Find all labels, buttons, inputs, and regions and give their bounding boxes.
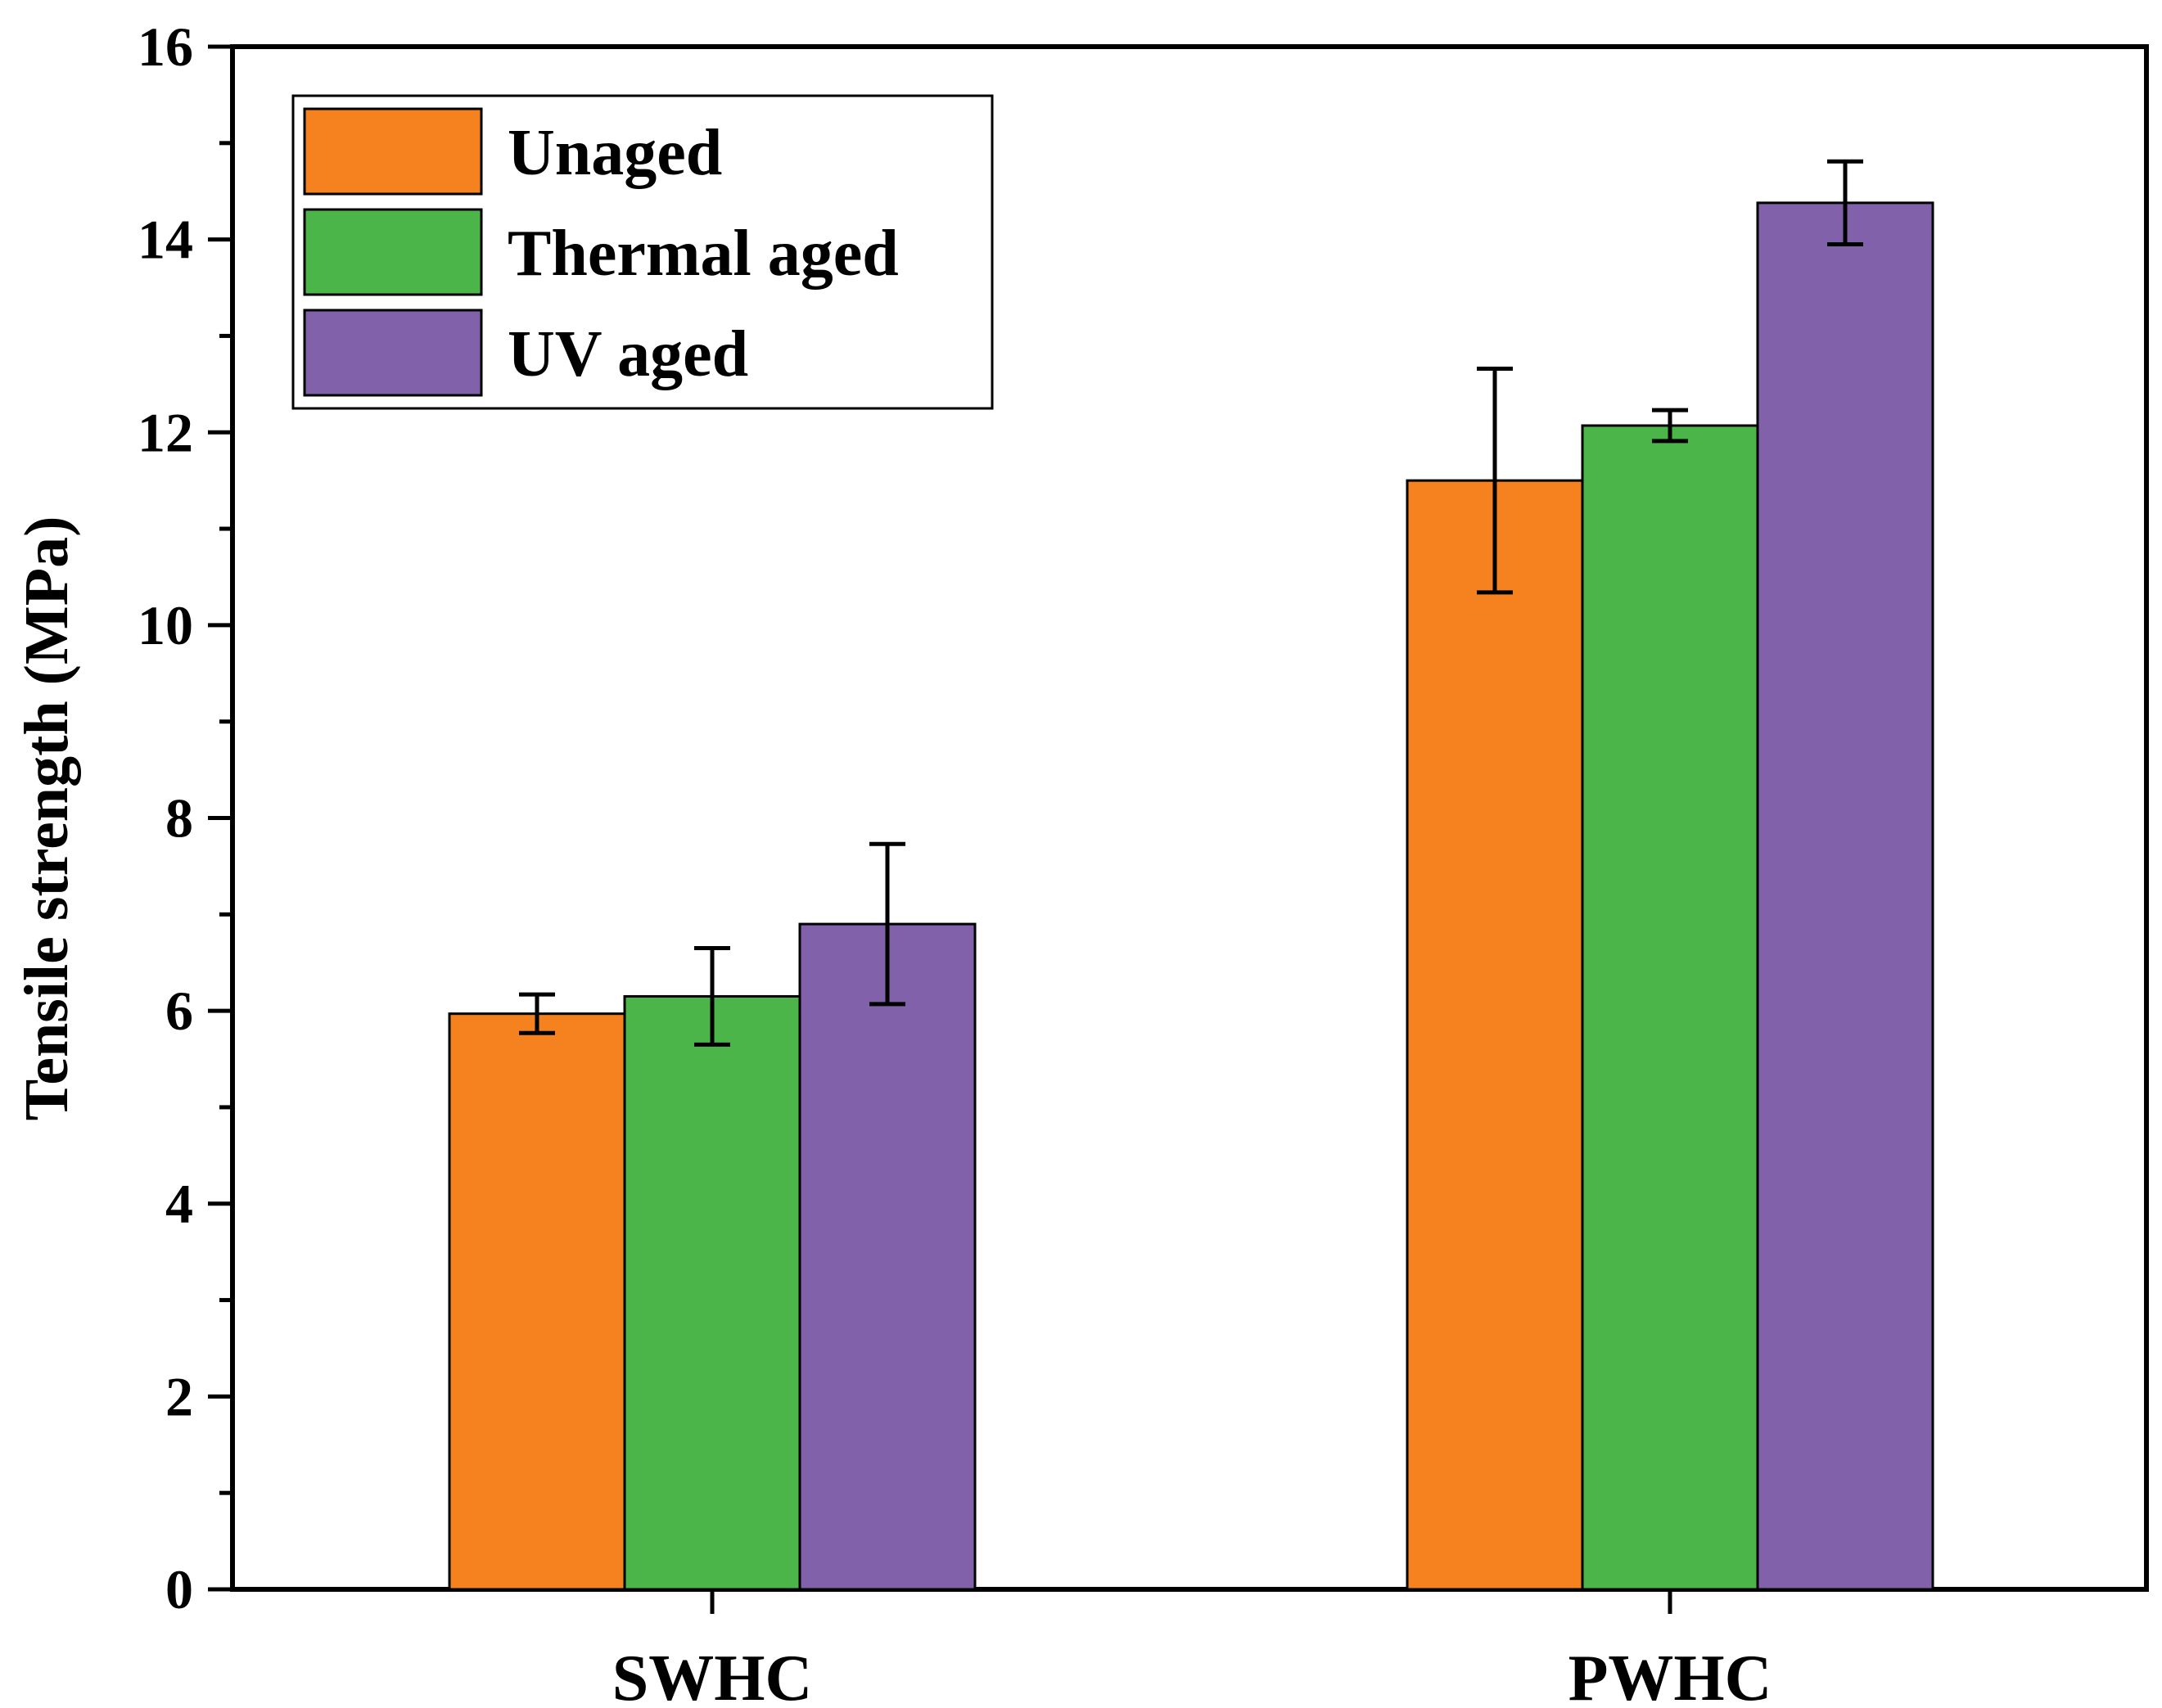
legend-label-uv-aged: UV aged (508, 318, 748, 390)
legend: Unaged Thermal aged UV aged (291, 94, 994, 410)
y-axis: 0 2 4 6 8 10 12 14 16 (138, 16, 232, 1620)
x-tick-label-pwhc: PWHC (1568, 1643, 1772, 1708)
y-tick-label: 2 (165, 1365, 193, 1427)
y-tick-label: 10 (138, 594, 193, 656)
y-tick-label: 8 (165, 787, 193, 849)
legend-swatch-unaged (303, 107, 483, 196)
y-axis-title: Tensile strength (MPa) (12, 516, 81, 1121)
x-tick-label-swhc: SWHC (612, 1643, 813, 1708)
error-bars-layer (519, 159, 1863, 1047)
y-tick-label: 12 (138, 401, 193, 463)
y-tick-label: 0 (165, 1558, 193, 1620)
bar-swhc-unaged (448, 1012, 626, 1591)
bar-pwhc-uv-aged (1756, 201, 1934, 1591)
y-tick-label: 14 (138, 209, 193, 271)
x-axis: SWHC PWHC (612, 1589, 1772, 1708)
y-tick-label: 4 (165, 1173, 193, 1235)
legend-swatch-uv-aged (303, 309, 483, 397)
bar-swhc-uv-aged (798, 922, 977, 1591)
bars-layer (448, 201, 1934, 1591)
bar-swhc-thermal-aged (623, 994, 801, 1591)
y-tick-label: 6 (165, 980, 193, 1042)
y-tick-label: 16 (138, 16, 193, 78)
bar-pwhc-thermal-aged (1581, 424, 1759, 1591)
bar-pwhc-unaged (1406, 479, 1584, 1591)
legend-swatch-thermal-aged (303, 208, 483, 296)
legend-label-thermal-aged: Thermal aged (508, 218, 899, 290)
legend-label-unaged: Unaged (508, 117, 722, 189)
